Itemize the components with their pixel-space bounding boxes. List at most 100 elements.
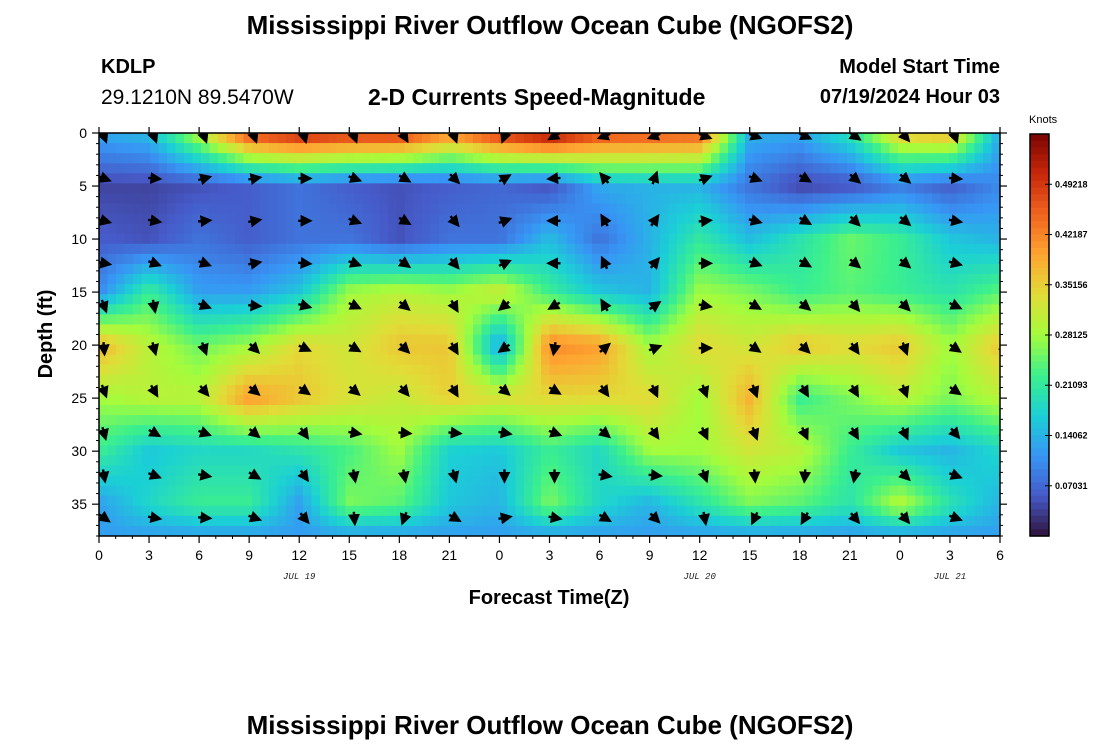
- heatmap-cell: [702, 284, 712, 295]
- heatmap-cell: [634, 394, 644, 406]
- heatmap-cell: [575, 455, 585, 467]
- heatmap-cell: [957, 425, 967, 436]
- heatmap-cell: [949, 364, 959, 376]
- heatmap-cell: [940, 425, 950, 436]
- heatmap-cell: [192, 495, 202, 507]
- heatmap-cell: [252, 445, 262, 456]
- current-vector-arrow: [99, 510, 111, 523]
- heatmap-cell: [932, 485, 942, 497]
- heatmap-cell: [269, 425, 279, 436]
- heatmap-cell: [906, 435, 916, 446]
- heatmap-cell: [345, 324, 355, 336]
- current-vector-arrow: [447, 384, 459, 398]
- heatmap-cell: [320, 203, 330, 215]
- colorbar-segment: [1030, 321, 1049, 329]
- heatmap-cell: [209, 495, 219, 507]
- heatmap-cell: [694, 394, 704, 406]
- heatmap-cell: [745, 475, 755, 487]
- heatmap-cell: [430, 465, 440, 477]
- heatmap-cell: [889, 274, 899, 285]
- heatmap-cell: [600, 314, 610, 326]
- current-vector-arrow: [548, 511, 563, 524]
- heatmap-cell: [235, 193, 245, 205]
- heatmap-cell: [770, 163, 780, 174]
- heatmap-cell: [269, 253, 279, 265]
- heatmap-cell: [269, 263, 279, 275]
- colorbar-segment: [1030, 221, 1049, 229]
- heatmap-cell: [779, 274, 789, 285]
- heatmap-cell: [337, 133, 347, 144]
- heatmap-cell: [600, 405, 610, 416]
- heatmap-cell: [226, 374, 236, 386]
- heatmap-cell: [668, 163, 678, 174]
- heatmap-cell: [626, 425, 636, 436]
- heatmap-cell: [532, 133, 542, 144]
- heatmap-cell: [243, 515, 253, 527]
- heatmap-cell: [396, 163, 406, 174]
- heatmap-cell: [532, 253, 542, 265]
- heatmap-cell: [354, 485, 364, 497]
- heatmap-cell: [422, 394, 432, 406]
- heatmap-cell: [592, 304, 602, 315]
- current-vector-arrow: [247, 426, 261, 439]
- heatmap-cell: [328, 263, 338, 275]
- heatmap-cell: [201, 223, 211, 235]
- heatmap-cell: [277, 394, 287, 406]
- heatmap-cell: [796, 354, 806, 366]
- heatmap-cell: [209, 294, 219, 305]
- heatmap-cell: [949, 153, 959, 164]
- heatmap-cell: [345, 475, 355, 487]
- heatmap-cell: [345, 485, 355, 497]
- heatmap-cell: [974, 435, 984, 446]
- heatmap-cell: [328, 495, 338, 507]
- heatmap-cell: [600, 274, 610, 285]
- heatmap-cell: [524, 133, 534, 144]
- heatmap-cell: [260, 374, 270, 386]
- heatmap-cell: [872, 263, 882, 275]
- heatmap-cell: [558, 133, 568, 144]
- heatmap-cell: [983, 153, 993, 164]
- heatmap-cell: [787, 133, 797, 144]
- heatmap-cell: [787, 384, 797, 396]
- heatmap-cell: [838, 304, 848, 315]
- heatmap-cell: [881, 233, 891, 245]
- heatmap-cell: [388, 203, 398, 215]
- heatmap-cell: [685, 485, 695, 497]
- heatmap-cell: [966, 324, 976, 336]
- heatmap-cell: [634, 193, 644, 205]
- heatmap-cell: [158, 284, 168, 295]
- heatmap-cell: [311, 183, 321, 195]
- heatmap-cell: [286, 203, 296, 215]
- heatmap-cell: [124, 384, 134, 396]
- heatmap-cell: [745, 263, 755, 275]
- heatmap-cell: [116, 455, 126, 467]
- heatmap-cell: [881, 354, 891, 366]
- heatmap-cell: [439, 173, 449, 184]
- heatmap-cell: [728, 223, 738, 235]
- heatmap-cell: [881, 253, 891, 265]
- current-vector-arrow: [547, 133, 561, 141]
- heatmap-cell: [940, 173, 950, 184]
- heatmap-cell: [617, 374, 627, 386]
- heatmap-cell: [116, 304, 126, 315]
- heatmap-cell: [277, 253, 287, 265]
- heatmap-cell: [753, 435, 763, 446]
- heatmap-cell: [668, 485, 678, 497]
- heatmap-cell: [668, 394, 678, 406]
- heatmap-cell: [371, 133, 381, 144]
- heatmap-cell: [243, 525, 253, 536]
- heatmap-cell: [940, 394, 950, 406]
- heatmap-cell: [906, 465, 916, 477]
- heatmap-cell: [524, 314, 534, 326]
- heatmap-cell: [507, 384, 517, 396]
- heatmap-cell: [583, 163, 593, 174]
- heatmap-cell: [507, 274, 517, 285]
- heatmap-cell: [685, 405, 695, 416]
- heatmap-cell: [745, 394, 755, 406]
- heatmap-cell: [745, 223, 755, 235]
- heatmap-cell: [668, 324, 678, 336]
- heatmap-cell: [226, 263, 236, 275]
- heatmap-cell: [354, 435, 364, 446]
- heatmap-cell: [626, 515, 636, 527]
- heatmap-cell: [226, 465, 236, 477]
